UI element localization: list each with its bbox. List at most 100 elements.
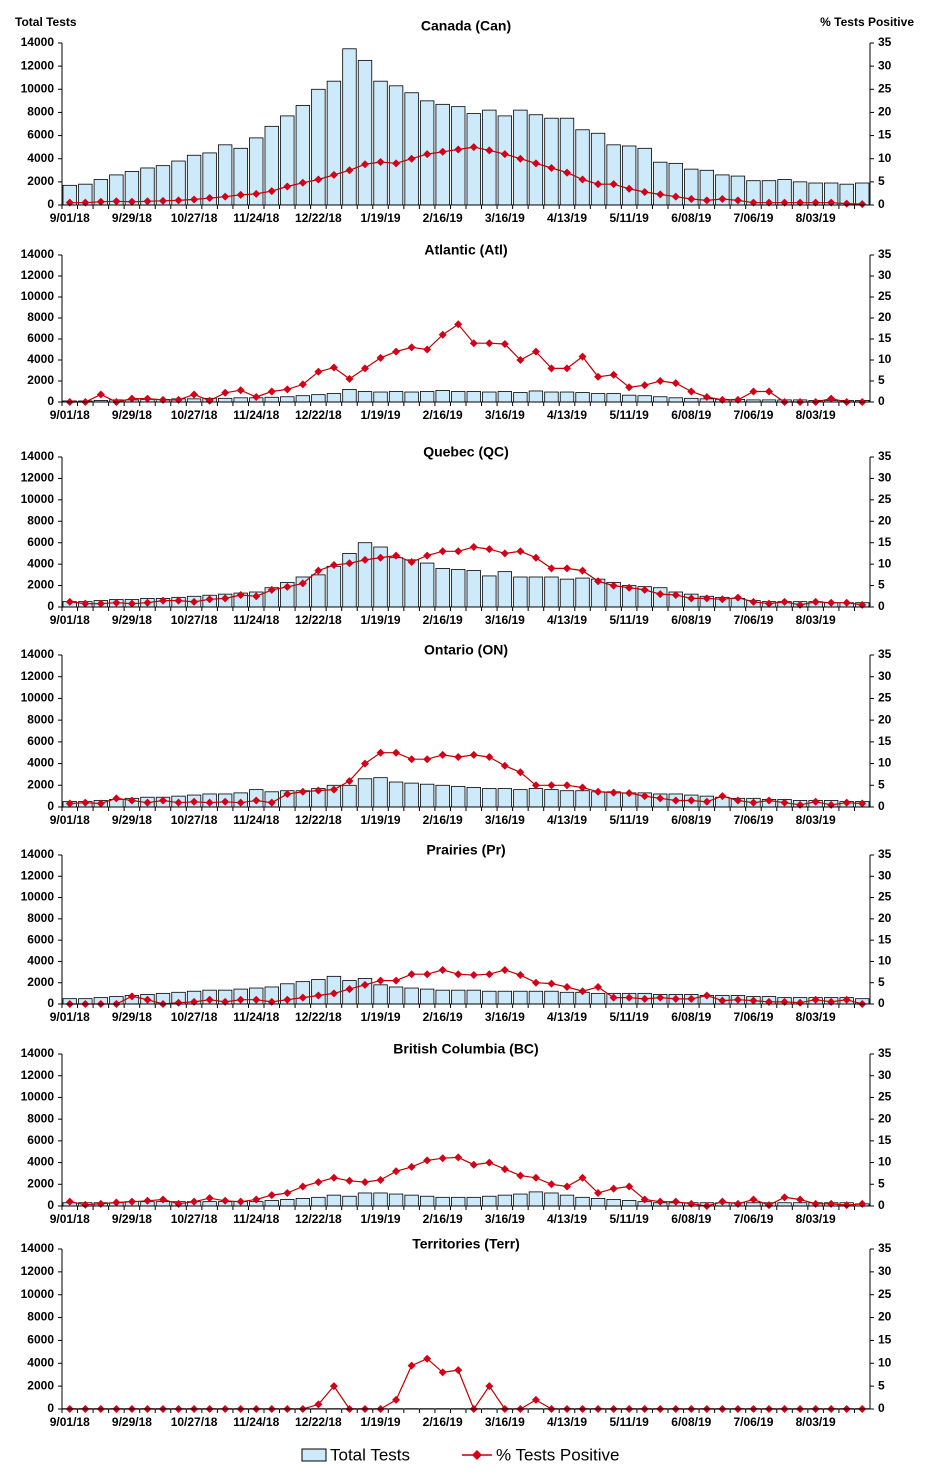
x-tick-label: 2/16/19 <box>423 613 463 627</box>
x-tick-label: 8/03/19 <box>796 813 836 827</box>
marker <box>454 547 462 555</box>
x-tick-label: 12/22/18 <box>295 211 342 225</box>
x-tick-label: 8/03/19 <box>796 408 836 422</box>
marker <box>827 1200 835 1208</box>
x-tick-label: 11/24/18 <box>233 1010 279 1024</box>
bar <box>312 575 326 607</box>
x-tick-label: 6/08/19 <box>671 1212 711 1226</box>
x-tick-label: 5/11/19 <box>609 1010 649 1024</box>
legend-swatch-bar <box>302 1449 326 1461</box>
y2-tick-label: 15 <box>878 1133 892 1147</box>
bar <box>685 398 699 402</box>
bar <box>560 1195 574 1206</box>
y2-tick-label: 15 <box>878 535 892 549</box>
x-tick-label: 10/27/18 <box>171 813 218 827</box>
marker <box>423 755 431 763</box>
y-tick-label: 8000 <box>27 1111 54 1125</box>
bar <box>591 993 605 1004</box>
bar <box>576 393 590 402</box>
y2-tick-label: 20 <box>878 310 892 324</box>
x-tick-label: 9/01/18 <box>50 1415 90 1429</box>
marker <box>345 1177 353 1185</box>
bar <box>514 1194 528 1206</box>
marker <box>408 755 416 763</box>
y-tick-label: 12000 <box>21 268 55 282</box>
x-tick-label: 2/16/19 <box>423 813 463 827</box>
marker <box>97 390 105 398</box>
bar <box>483 110 497 205</box>
y-tick-label: 4000 <box>27 1355 54 1369</box>
y-tick-label: 8000 <box>27 712 54 726</box>
bar <box>545 1193 559 1206</box>
marker <box>175 396 183 404</box>
y-tick-label: 12000 <box>21 868 55 882</box>
marker <box>563 1182 571 1190</box>
bar <box>234 398 248 402</box>
x-tick-label: 7/06/19 <box>733 1415 773 1429</box>
y-tick-label: 6000 <box>27 1333 54 1347</box>
bar <box>312 1197 326 1206</box>
x-tick-label: 7/06/19 <box>733 613 773 627</box>
x-tick-label: 10/27/18 <box>171 1212 218 1226</box>
y-axis-label: Total Tests <box>15 15 77 29</box>
bar <box>218 398 232 402</box>
marker <box>501 1165 509 1173</box>
y2-tick-label: 0 <box>878 394 885 408</box>
bar <box>483 392 497 402</box>
bar <box>389 392 403 403</box>
y-tick-label: 14000 <box>21 35 55 49</box>
marker <box>175 1200 183 1208</box>
bar <box>545 118 559 205</box>
y-tick-label: 10000 <box>21 1287 55 1301</box>
y2-tick-label: 35 <box>878 449 892 463</box>
x-tick-label: 9/01/18 <box>50 211 90 225</box>
y2-tick-label: 30 <box>878 868 892 882</box>
y-tick-label: 14000 <box>21 449 55 463</box>
bar <box>343 389 357 402</box>
y-tick-label: 14000 <box>21 1241 55 1255</box>
x-tick-label: 3/16/19 <box>485 613 525 627</box>
marker <box>579 567 587 575</box>
bar <box>389 1194 403 1206</box>
marker <box>345 375 353 383</box>
y-tick-label: 10000 <box>21 289 55 303</box>
y2-tick-label: 5 <box>878 975 885 989</box>
y-tick-label: 6000 <box>27 128 54 142</box>
bar <box>374 778 388 807</box>
marker <box>749 1195 757 1203</box>
y2-tick-label: 15 <box>878 1333 892 1347</box>
bar <box>451 107 465 205</box>
y2-tick-label: 10 <box>878 756 892 770</box>
y-tick-label: 8000 <box>27 911 54 925</box>
marker <box>547 980 555 988</box>
bar <box>436 785 450 807</box>
bar <box>529 391 543 402</box>
marker <box>594 983 602 991</box>
marker <box>718 396 726 404</box>
line <box>70 1359 862 1409</box>
x-tick-label: 10/27/18 <box>171 408 218 422</box>
bar <box>358 543 372 607</box>
bar <box>545 392 559 402</box>
x-tick-label: 7/06/19 <box>733 1010 773 1024</box>
y-tick-label: 14000 <box>21 247 55 261</box>
x-tick-label: 4/13/19 <box>547 813 587 827</box>
x-tick-label: 5/11/19 <box>609 408 649 422</box>
line <box>70 1157 862 1206</box>
y2-tick-label: 35 <box>878 647 892 661</box>
x-tick-label: 9/29/18 <box>112 211 152 225</box>
bar <box>529 991 543 1004</box>
line <box>70 324 862 402</box>
marker <box>687 388 695 396</box>
y-tick-label: 0 <box>47 996 54 1010</box>
marker <box>206 1194 214 1202</box>
bar <box>607 1199 621 1206</box>
bar <box>451 570 465 608</box>
x-tick-label: 8/03/19 <box>796 613 836 627</box>
x-tick-label: 7/06/19 <box>733 813 773 827</box>
marker <box>781 1193 789 1201</box>
marker <box>454 1366 462 1374</box>
marker <box>579 783 587 791</box>
y-tick-label: 2000 <box>27 975 54 989</box>
